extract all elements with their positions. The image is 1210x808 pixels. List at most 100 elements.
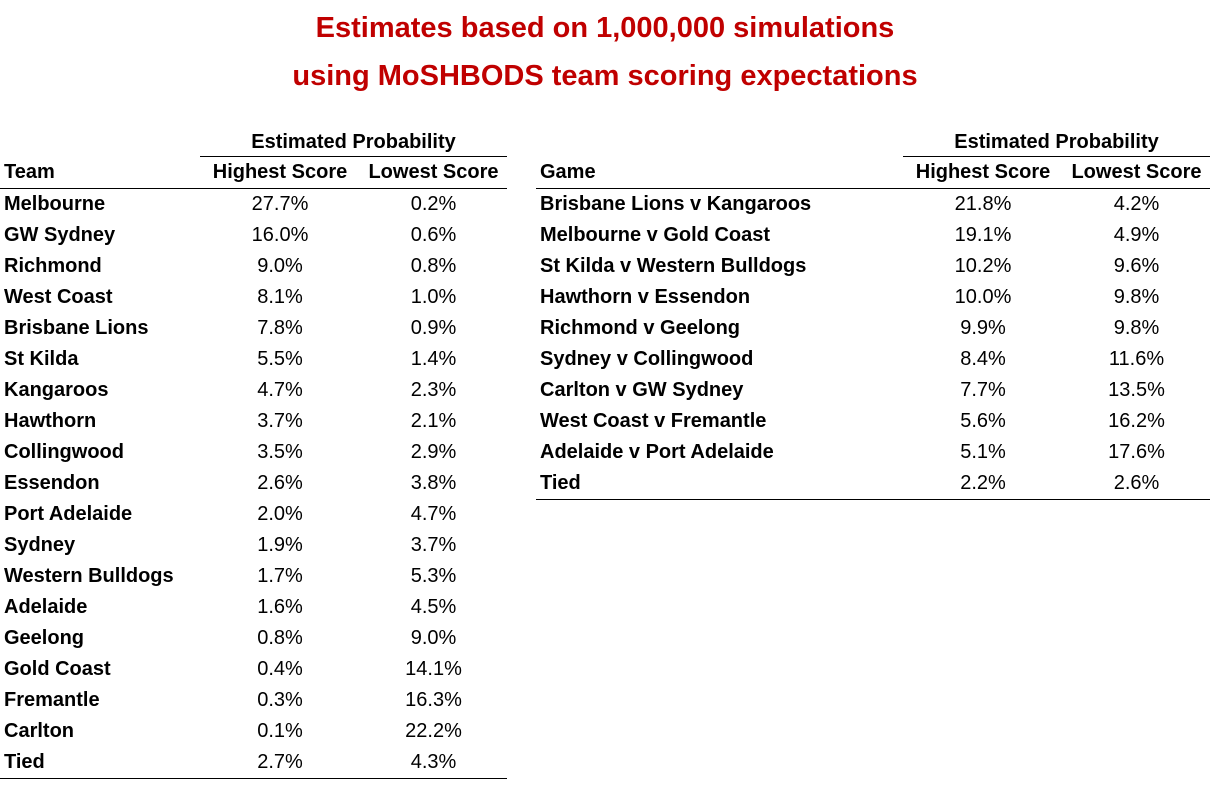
table-row: Melbourne v Gold Coast 19.1% 4.9% [536,220,1210,251]
team-name-cell: Carlton [4,720,74,742]
lowest-score-cell: 16.3% [405,689,462,711]
lowest-score-cell: 3.8% [410,472,457,494]
lowest-score-cell: 9.8% [1113,317,1160,339]
lowest-score-cell: 4.9% [1113,224,1160,246]
table-row: Richmond v Geelong 9.9% 9.8% [536,313,1210,344]
team-name-cell: Brisbane Lions [4,317,149,339]
highest-score-cell: 1.6% [257,596,303,618]
team-name-cell: Gold Coast [4,658,111,680]
highest-score-cell: 3.5% [257,441,303,463]
table-row: GW Sydney 16.0% 0.6% [0,220,507,251]
highest-score-cell: 2.2% [903,468,1063,500]
table-row: Fremantle 0.3% 16.3% [0,685,507,716]
highest-score-cell: 8.4% [960,348,1006,370]
column-header-highest: Highest Score [200,156,360,189]
lowest-score-cell: 4.2% [1113,193,1160,215]
highest-score-cell: 16.0% [251,224,309,246]
game-name-cell: Melbourne v Gold Coast [540,224,771,246]
highest-score-cell: 8.1% [257,286,303,308]
table-row: St Kilda v Western Bulldogs 10.2% 9.6% [536,251,1210,282]
table-row: Carlton 0.1% 22.2% [0,716,507,747]
column-header-highest: Highest Score [903,156,1063,189]
highest-score-cell: 19.1% [954,224,1012,246]
lowest-score-cell: 1.0% [410,286,457,308]
lowest-score-cell: 2.9% [410,441,457,463]
team-name-cell: Kangaroos [4,379,109,401]
lowest-score-cell: 2.1% [410,410,457,432]
team-name-cell: Melbourne [4,193,106,215]
page-title-line-1: Estimates based on 1,000,000 simulations [315,12,895,44]
table-row: St Kilda 5.5% 1.4% [0,344,507,375]
column-header-lowest: Lowest Score [360,156,507,189]
group-header: Estimated Probability [903,128,1210,157]
table-row: Carlton v GW Sydney 7.7% 13.5% [536,375,1210,406]
highest-score-cell: 9.0% [257,255,303,277]
highest-score-cell: 2.7% [200,747,360,779]
highest-score-cell: 0.4% [257,658,303,680]
highest-score-cell: 9.9% [960,317,1006,339]
lowest-score-cell: 0.9% [410,317,457,339]
highest-score-cell: 1.9% [257,534,303,556]
lowest-score-cell: 2.3% [410,379,457,401]
table-row: Tied 2.7% 4.3% [0,747,507,779]
highest-score-cell: 4.7% [257,379,303,401]
game-probability-table: Estimated Probability Game Highest Score… [536,128,1210,500]
team-name-cell: Collingwood [4,441,124,463]
blank-header-cell [536,128,903,157]
team-name-cell: West Coast [4,286,113,308]
lowest-score-cell: 0.2% [410,193,457,215]
team-name-cell: Hawthorn [4,410,97,432]
lowest-score-cell: 13.5% [1108,379,1165,401]
highest-score-cell: 0.3% [257,689,303,711]
lowest-score-cell: 5.3% [410,565,457,587]
team-name-cell: GW Sydney [4,224,116,246]
team-name-cell: Geelong [4,627,85,649]
table-row: West Coast 8.1% 1.0% [0,282,507,313]
column-header-game: Game [536,156,903,189]
highest-score-cell: 7.7% [960,379,1006,401]
highest-score-cell: 21.8% [954,193,1012,215]
highest-score-cell: 5.6% [960,410,1006,432]
highest-score-cell: 10.0% [954,286,1012,308]
table-row: Tied 2.2% 2.6% [536,468,1210,500]
column-header-team: Team [0,156,200,189]
lowest-score-cell: 4.5% [410,596,457,618]
team-name-cell: Adelaide [4,596,88,618]
team-name-cell: Western Bulldogs [4,565,174,587]
team-name-cell: Richmond [4,255,102,277]
page-title-line-2: using MoSHBODS team scoring expectations [292,60,918,92]
highest-score-cell: 2.0% [257,503,303,525]
team-name-cell: Fremantle [4,689,100,711]
table-row: Gold Coast 0.4% 14.1% [0,654,507,685]
game-name-cell: Adelaide v Port Adelaide [540,441,774,463]
highest-score-cell: 0.1% [257,720,303,742]
table-row: Collingwood 3.5% 2.9% [0,437,507,468]
column-header-lowest: Lowest Score [1063,156,1210,189]
table-row: Sydney v Collingwood 8.4% 11.6% [536,344,1210,375]
lowest-score-cell: 0.6% [410,224,457,246]
game-name-cell: Hawthorn v Essendon [540,286,751,308]
table-row: Essendon 2.6% 3.8% [0,468,507,499]
lowest-score-cell: 2.6% [1063,468,1210,500]
highest-score-cell: 2.6% [257,472,303,494]
table-row: West Coast v Fremantle 5.6% 16.2% [536,406,1210,437]
lowest-score-cell: 3.7% [410,534,457,556]
table-row: Richmond 9.0% 0.8% [0,251,507,282]
team-probability-table: Estimated Probability Team Highest Score… [0,128,507,779]
team-name-cell: Port Adelaide [4,503,133,525]
lowest-score-cell: 9.0% [410,627,457,649]
lowest-score-cell: 0.8% [410,255,457,277]
table-row: Western Bulldogs 1.7% 5.3% [0,561,507,592]
highest-score-cell: 10.2% [954,255,1012,277]
lowest-score-cell: 16.2% [1108,410,1165,432]
game-name-cell: Brisbane Lions v Kangaroos [540,193,812,215]
lowest-score-cell: 14.1% [405,658,462,680]
lowest-score-cell: 22.2% [405,720,462,742]
team-name-cell: Tied [0,747,200,779]
game-name-cell: Sydney v Collingwood [540,348,754,370]
lowest-score-cell: 11.6% [1108,348,1165,370]
lowest-score-cell: 9.8% [1113,286,1160,308]
highest-score-cell: 5.5% [257,348,303,370]
highest-score-cell: 3.7% [257,410,303,432]
table-row: Geelong 0.8% 9.0% [0,623,507,654]
